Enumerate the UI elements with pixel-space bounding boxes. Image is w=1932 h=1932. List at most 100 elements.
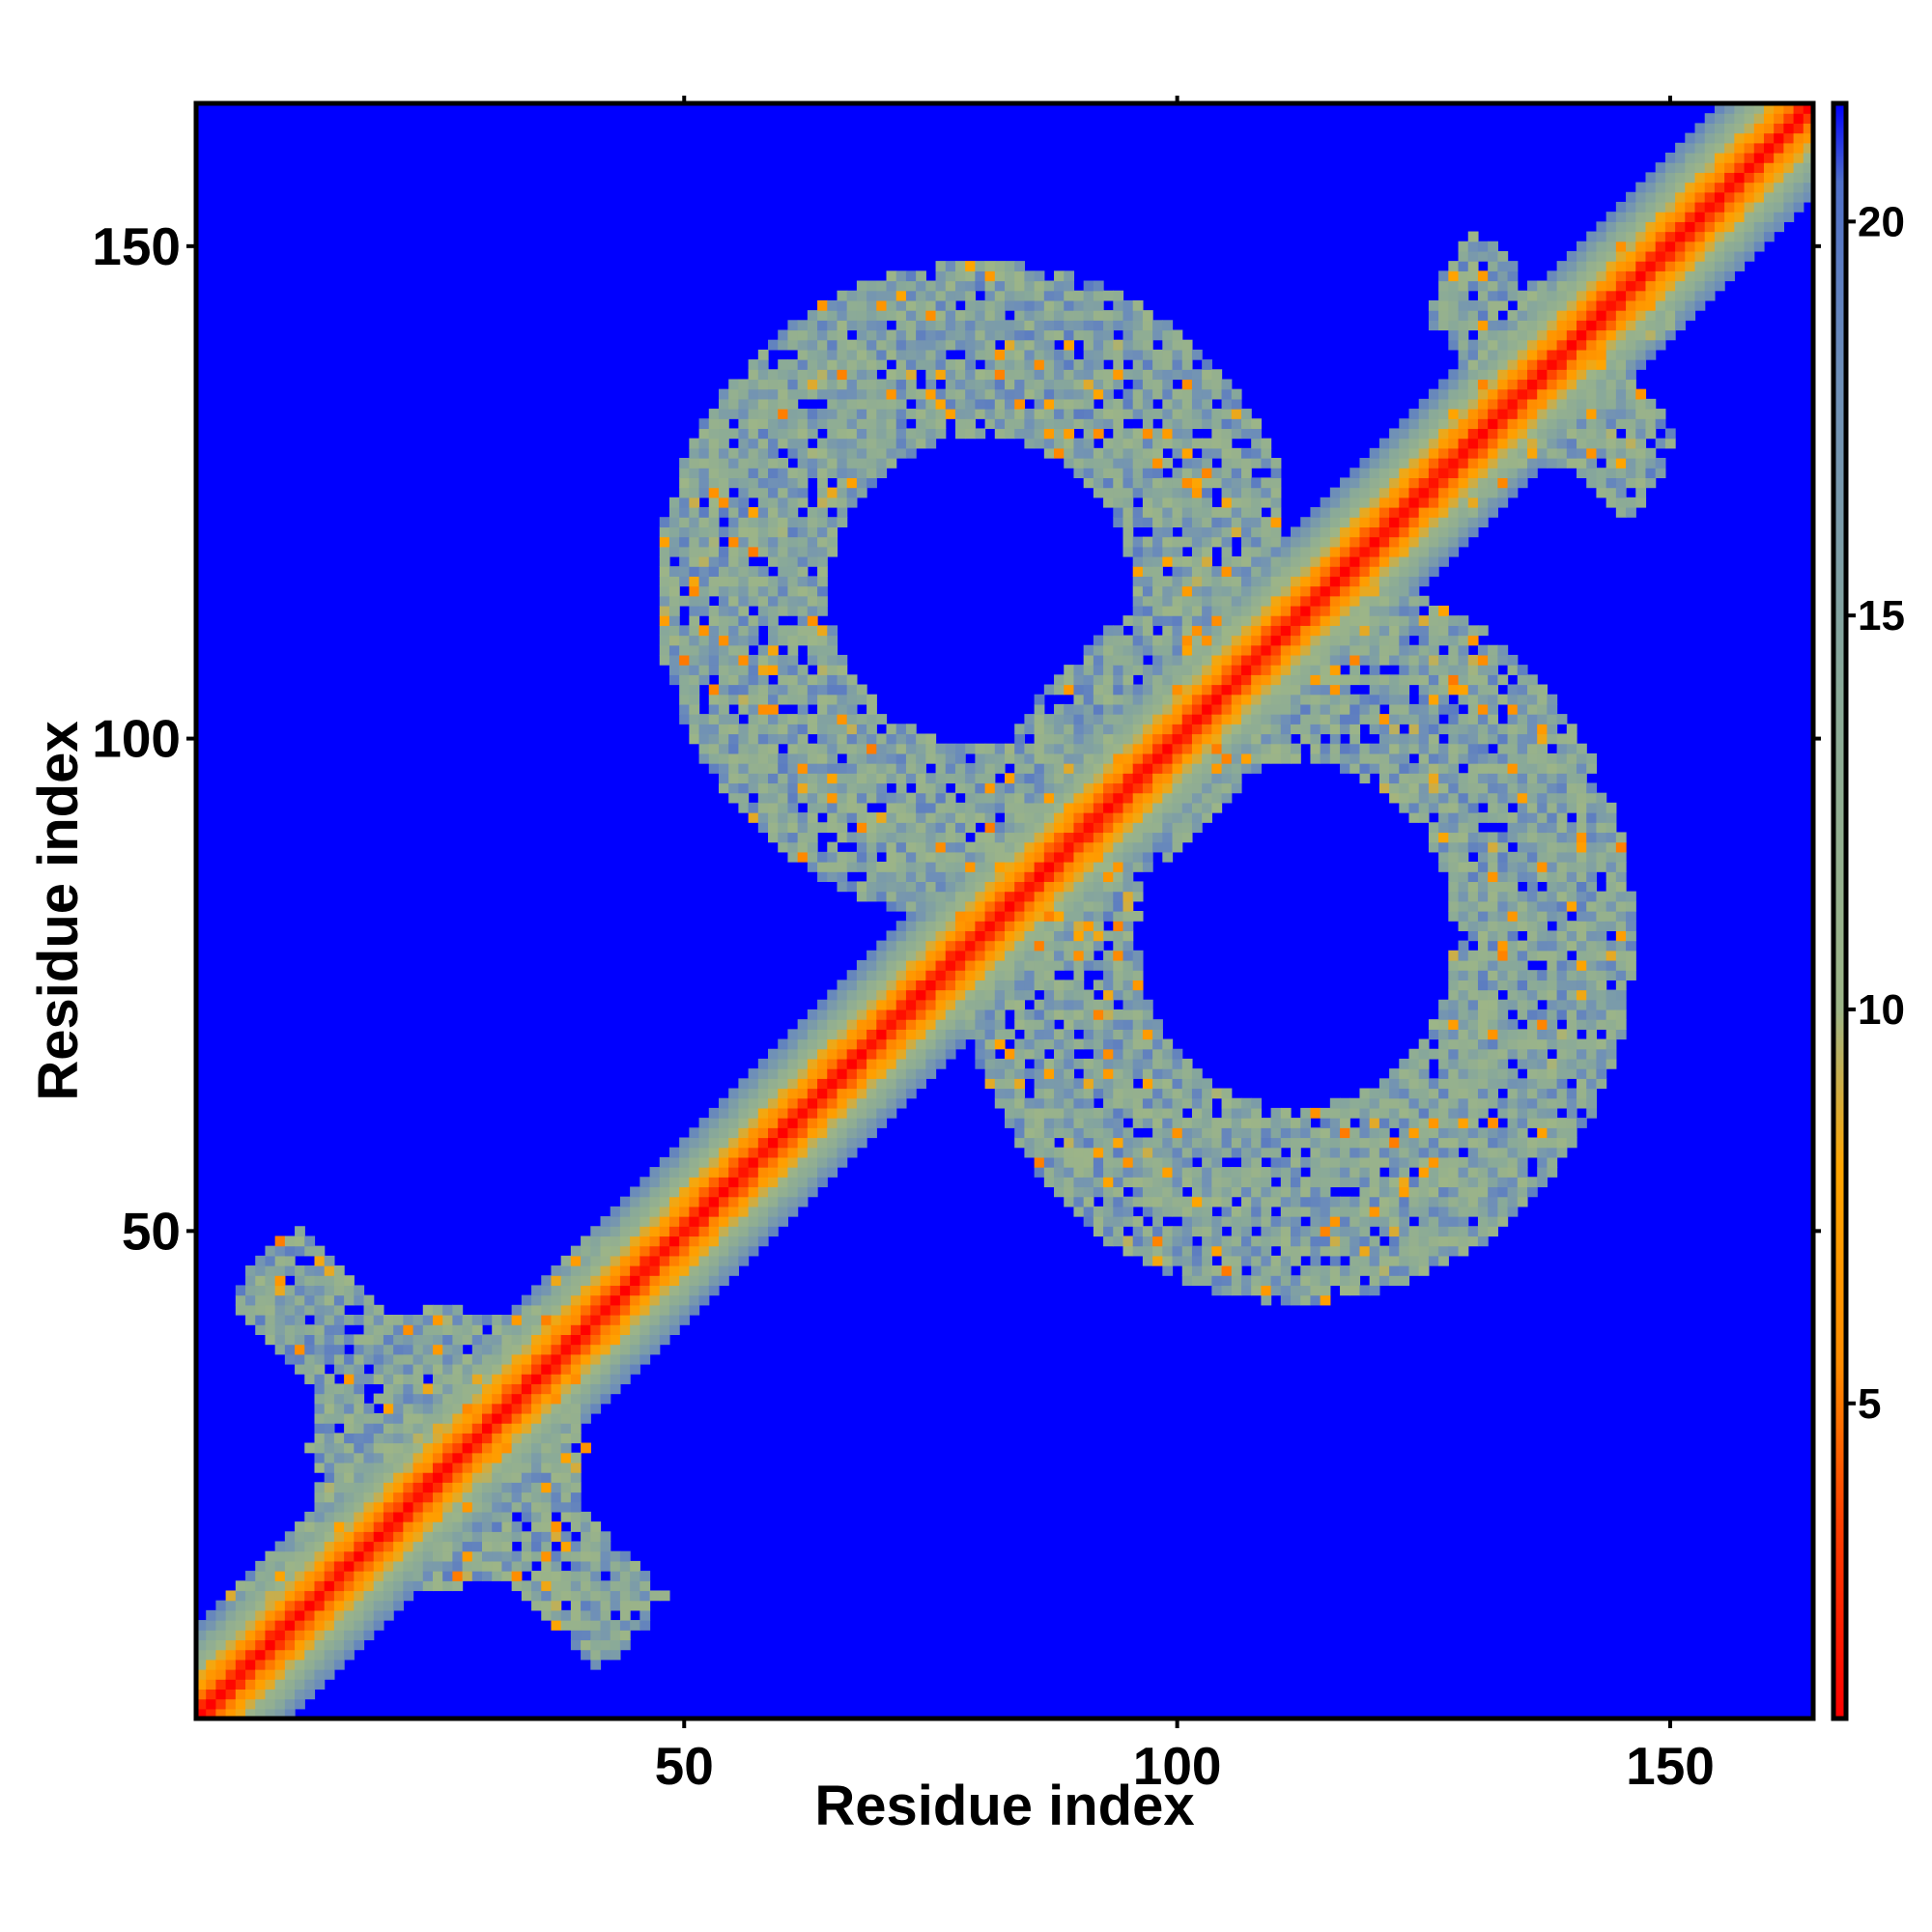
heatmap-cell xyxy=(1211,1236,1223,1247)
heatmap-cell xyxy=(1073,438,1085,449)
heatmap-cell xyxy=(659,1265,670,1276)
heatmap-cell xyxy=(1024,911,1036,922)
heatmap-cell xyxy=(768,1097,779,1109)
heatmap-cell xyxy=(1221,409,1233,419)
heatmap-cell xyxy=(1162,635,1174,646)
heatmap-cell xyxy=(738,555,750,567)
heatmap-cell xyxy=(728,792,740,804)
heatmap-cell xyxy=(1054,1156,1065,1168)
heatmap-cell xyxy=(916,802,926,813)
heatmap-cell xyxy=(630,1560,640,1572)
heatmap-cell xyxy=(797,615,809,626)
heatmap-cell xyxy=(1113,792,1124,804)
heatmap-cell xyxy=(541,1541,553,1552)
heatmap-cell xyxy=(1064,950,1075,961)
heatmap-cell xyxy=(196,1689,207,1700)
heatmap-cell xyxy=(856,970,867,980)
heatmap-cell xyxy=(895,959,907,971)
heatmap-cell xyxy=(954,753,966,764)
heatmap-cell xyxy=(511,1580,523,1592)
heatmap-cell xyxy=(1191,379,1203,390)
heatmap-cell xyxy=(757,585,769,597)
heatmap-cell xyxy=(206,1679,217,1690)
heatmap-cell xyxy=(984,743,996,754)
heatmap-cell xyxy=(373,1433,384,1444)
heatmap-cell xyxy=(590,1344,602,1355)
heatmap-cell xyxy=(1162,517,1174,527)
heatmap-cell xyxy=(1043,763,1055,774)
heatmap-cell xyxy=(1064,802,1075,813)
heatmap-cell xyxy=(1103,1236,1114,1247)
heatmap-cell xyxy=(1202,379,1212,390)
heatmap-cell xyxy=(1231,555,1242,567)
heatmap-cell xyxy=(787,418,799,430)
heatmap-cell xyxy=(373,1501,384,1513)
heatmap-cell xyxy=(787,665,799,675)
heatmap-cell xyxy=(1142,329,1153,341)
heatmap-cell xyxy=(905,733,917,745)
heatmap-cell xyxy=(1191,1137,1203,1149)
heatmap-cell xyxy=(304,1245,316,1257)
heatmap-cell xyxy=(619,1226,631,1237)
heatmap-cell xyxy=(689,1255,700,1266)
heatmap-cell xyxy=(876,743,888,754)
heatmap-cell xyxy=(1231,409,1242,419)
heatmap-cell xyxy=(373,1353,384,1365)
heatmap-cell xyxy=(807,388,818,400)
heatmap-cell xyxy=(1122,438,1134,449)
heatmap-cell xyxy=(895,447,907,459)
heatmap-cell xyxy=(905,871,917,883)
heatmap-cell xyxy=(354,1541,365,1552)
heatmap-cell xyxy=(846,773,858,784)
heatmap-cell xyxy=(1103,1078,1114,1090)
heatmap-cell xyxy=(541,1609,553,1621)
heatmap-cell xyxy=(718,585,729,597)
heatmap-cell xyxy=(1043,940,1055,952)
heatmap-cell xyxy=(324,1639,335,1651)
heatmap-cell xyxy=(807,605,818,616)
heatmap-cell xyxy=(1113,989,1124,1001)
heatmap-cell xyxy=(757,1216,769,1227)
heatmap-cell xyxy=(876,881,888,893)
heatmap-cell xyxy=(265,1265,276,1276)
heatmap-cell xyxy=(383,1324,394,1335)
heatmap-cell xyxy=(1221,576,1233,587)
heatmap-cell xyxy=(1202,507,1212,518)
heatmap-cell xyxy=(482,1344,493,1355)
heatmap-cell xyxy=(837,1118,848,1128)
heatmap-cell xyxy=(1142,388,1153,400)
heatmap-cell xyxy=(895,724,907,735)
heatmap-cell xyxy=(905,989,917,1001)
heatmap-cell xyxy=(876,428,888,440)
heatmap-cell xyxy=(757,438,769,449)
heatmap-cell xyxy=(867,447,877,459)
heatmap-cell xyxy=(560,1433,572,1444)
heatmap-cell xyxy=(541,1560,553,1572)
heatmap-cell xyxy=(689,684,700,696)
heatmap-cell xyxy=(1103,388,1114,400)
heatmap-cell xyxy=(265,1669,276,1680)
heatmap-cell xyxy=(698,468,710,479)
heatmap-cell xyxy=(1014,753,1026,764)
heatmap-cell xyxy=(668,1275,680,1287)
heatmap-cell xyxy=(1142,1088,1153,1099)
heatmap-cell xyxy=(344,1620,355,1631)
heatmap-cell xyxy=(965,329,976,341)
heatmap-cell xyxy=(778,477,789,489)
heatmap-cell xyxy=(876,1038,888,1050)
heatmap-cell xyxy=(462,1472,473,1483)
heatmap-cell xyxy=(1152,497,1163,508)
heatmap-cell xyxy=(1103,477,1114,489)
heatmap-cell xyxy=(797,822,809,834)
heatmap-cell xyxy=(403,1315,414,1325)
heatmap-cell xyxy=(797,753,809,764)
heatmap-cell xyxy=(778,763,789,774)
heatmap-cell xyxy=(984,379,996,390)
heatmap-cell xyxy=(1181,625,1193,637)
heatmap-cell xyxy=(965,871,976,883)
heatmap-cell xyxy=(817,329,828,341)
heatmap-cell xyxy=(1073,724,1085,735)
heatmap-cell xyxy=(1122,733,1134,745)
heatmap-cell xyxy=(1043,753,1055,764)
heatmap-cell xyxy=(827,1068,838,1079)
